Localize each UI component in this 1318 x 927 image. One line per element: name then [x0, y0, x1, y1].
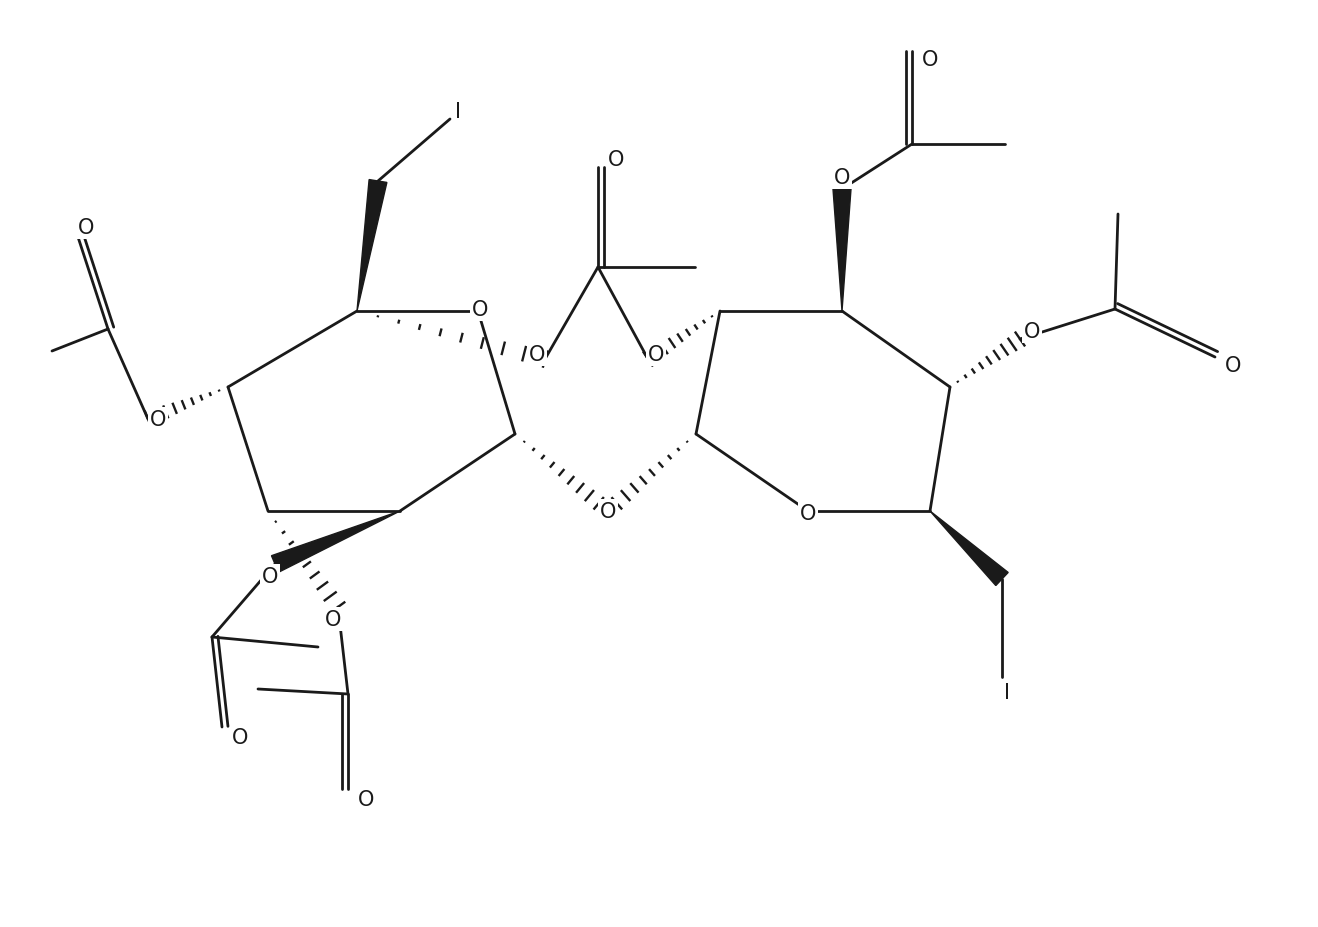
Polygon shape — [931, 512, 1008, 586]
Text: O: O — [357, 789, 374, 809]
Text: O: O — [324, 609, 341, 629]
Text: I: I — [1004, 682, 1010, 703]
Text: O: O — [600, 502, 617, 521]
Text: O: O — [648, 345, 664, 364]
Text: O: O — [1224, 356, 1242, 375]
Text: O: O — [921, 50, 938, 70]
Text: O: O — [608, 150, 625, 170]
Text: O: O — [800, 503, 816, 524]
Text: O: O — [78, 218, 94, 237]
Text: O: O — [834, 168, 850, 188]
Text: O: O — [150, 410, 166, 429]
Text: I: I — [455, 102, 461, 121]
Text: O: O — [262, 566, 278, 587]
Polygon shape — [833, 190, 851, 311]
Text: O: O — [529, 345, 546, 364]
Polygon shape — [272, 512, 399, 573]
Text: O: O — [232, 727, 248, 747]
Text: O: O — [472, 299, 488, 320]
Text: O: O — [1024, 322, 1040, 342]
Polygon shape — [357, 181, 387, 311]
